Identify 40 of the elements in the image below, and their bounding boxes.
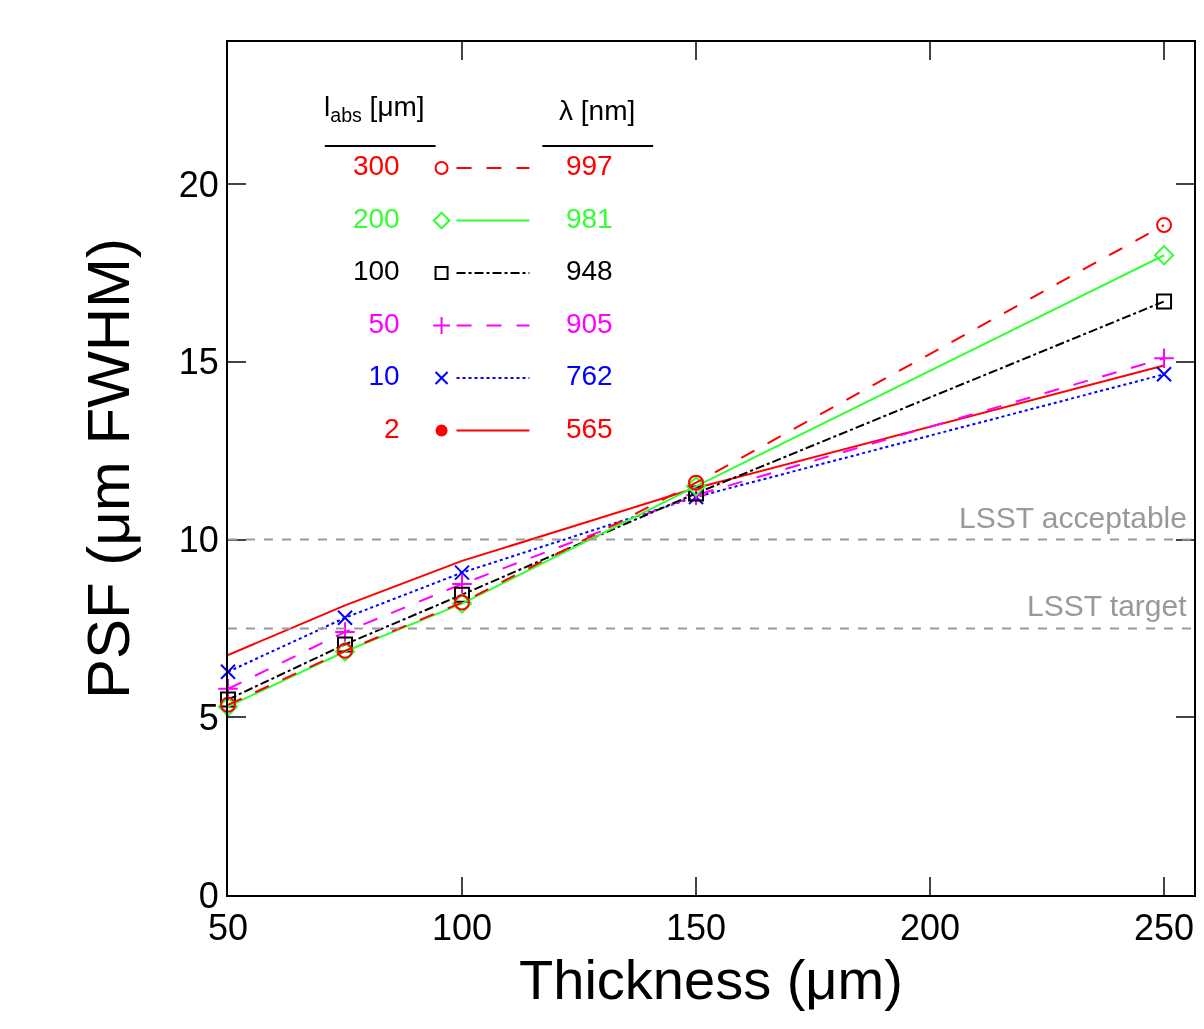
x-tick-label: 150 — [665, 907, 727, 949]
annotation: λ [nm] — [559, 95, 636, 126]
y-tick-label: 10 — [178, 519, 219, 561]
ref-line-label: LSST target — [1027, 589, 1188, 622]
point — [334, 621, 356, 643]
x-tick-label: 200 — [899, 907, 961, 949]
y-axis-title: PSF (μm FWHM) — [74, 237, 142, 700]
annotation: 981 — [565, 202, 613, 234]
legend-label: 100 — [352, 255, 400, 286]
ref-line-label: LSST acceptable — [959, 501, 1187, 534]
point — [1156, 293, 1173, 310]
point — [1156, 217, 1173, 234]
legend-label: 300 — [352, 150, 400, 181]
y-tick-label: 5 — [198, 696, 219, 738]
legend-label: 200 — [352, 202, 400, 234]
legend-title: l$_{abs}$ [μm] — [324, 91, 425, 126]
legend-label: 10 — [368, 360, 400, 391]
legend-label: 50 — [368, 307, 400, 339]
annotation: 948 — [565, 255, 613, 286]
x-tick-label: 250 — [1134, 907, 1195, 949]
point — [220, 663, 236, 680]
point — [685, 476, 707, 497]
annotation: 905 — [565, 307, 613, 339]
point — [217, 678, 239, 700]
point — [451, 573, 473, 595]
x-axis-title: Thickness (μm) — [519, 948, 903, 1012]
x-tick-label: 50 — [207, 907, 249, 949]
point — [1153, 245, 1175, 266]
annotation: 762 — [565, 360, 613, 391]
annotation: 997 — [565, 150, 613, 181]
point — [1153, 347, 1175, 370]
point — [1156, 366, 1173, 383]
x-tick-label: 100 — [431, 907, 493, 949]
point — [454, 586, 471, 603]
y-tick-label: 15 — [178, 341, 219, 383]
y-tick-label: 20 — [178, 163, 219, 205]
annotation: 565 — [565, 412, 613, 444]
point — [454, 564, 471, 581]
point — [337, 609, 354, 626]
legend-label: 2 — [384, 412, 400, 444]
